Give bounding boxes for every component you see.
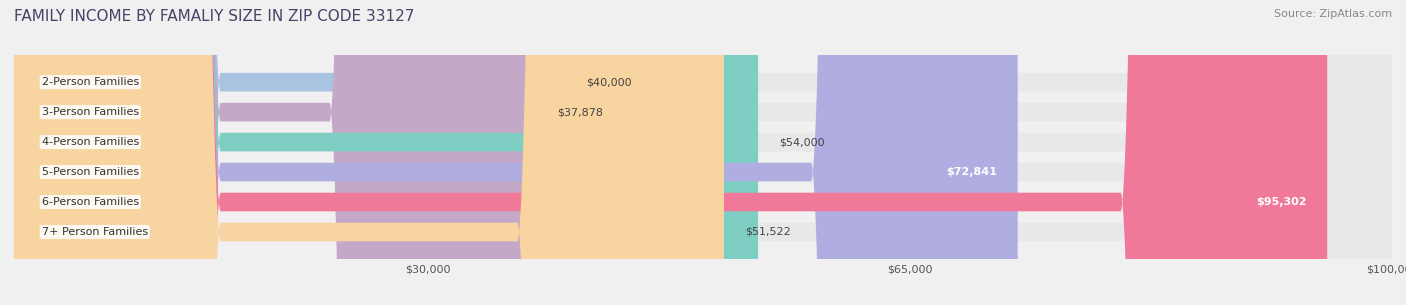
Text: 4-Person Families: 4-Person Families — [42, 137, 139, 147]
FancyBboxPatch shape — [14, 0, 1392, 305]
FancyBboxPatch shape — [14, 0, 1392, 305]
Text: $95,302: $95,302 — [1256, 197, 1306, 207]
Text: $37,878: $37,878 — [557, 107, 603, 117]
FancyBboxPatch shape — [14, 0, 1392, 305]
Text: 7+ Person Families: 7+ Person Families — [42, 227, 148, 237]
FancyBboxPatch shape — [14, 0, 758, 305]
Text: 2-Person Families: 2-Person Families — [42, 77, 139, 87]
FancyBboxPatch shape — [14, 0, 1392, 305]
Text: 3-Person Families: 3-Person Families — [42, 107, 139, 117]
Text: $54,000: $54,000 — [779, 137, 824, 147]
FancyBboxPatch shape — [14, 0, 1018, 305]
Text: 6-Person Families: 6-Person Families — [42, 197, 139, 207]
Text: FAMILY INCOME BY FAMALIY SIZE IN ZIP CODE 33127: FAMILY INCOME BY FAMALIY SIZE IN ZIP COD… — [14, 9, 415, 24]
Text: 5-Person Families: 5-Person Families — [42, 167, 139, 177]
FancyBboxPatch shape — [14, 0, 536, 305]
Text: $40,000: $40,000 — [586, 77, 631, 87]
FancyBboxPatch shape — [14, 0, 724, 305]
Text: $72,841: $72,841 — [946, 167, 997, 177]
FancyBboxPatch shape — [14, 0, 1392, 305]
FancyBboxPatch shape — [14, 0, 1327, 305]
FancyBboxPatch shape — [14, 0, 1392, 305]
Text: $51,522: $51,522 — [745, 227, 790, 237]
FancyBboxPatch shape — [14, 0, 565, 305]
Text: Source: ZipAtlas.com: Source: ZipAtlas.com — [1274, 9, 1392, 19]
